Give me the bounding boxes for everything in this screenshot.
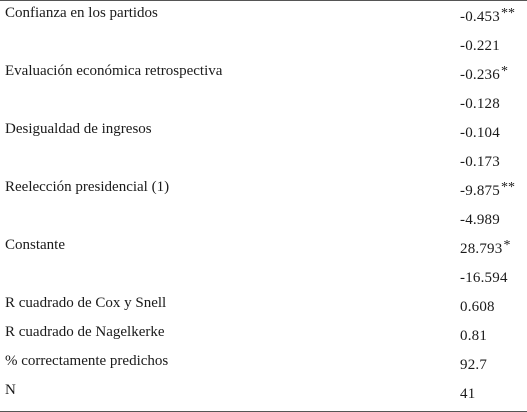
coefficient-value: -0.236* <box>460 64 508 83</box>
standard-error-value: -16.594 <box>460 270 508 286</box>
significance-stars: ** <box>500 6 515 21</box>
table-row: -0.221 <box>0 30 527 59</box>
table-row: -4.989 <box>0 204 527 233</box>
row-label: Confianza en los partidos <box>5 5 158 21</box>
row-label: Desigualdad de ingresos <box>5 121 152 137</box>
statistic-value: 0.608 <box>460 299 495 315</box>
significance-stars: ** <box>500 180 515 195</box>
row-label: R cuadrado de Cox y Snell <box>5 295 167 311</box>
significance-stars: * <box>500 64 508 79</box>
statistic-value: 92.7 <box>460 357 488 373</box>
table-row: Constante 28.793* <box>0 233 527 262</box>
table-row: -0.173 <box>0 146 527 175</box>
table-row: Evaluación económica retrospectiva -0.23… <box>0 59 527 88</box>
row-label: Constante <box>5 237 65 253</box>
row-label: % correctamente predichos <box>5 353 169 369</box>
table-row: R cuadrado de Nagelkerke 0.81 <box>0 320 527 349</box>
row-label: Reelección presidencial (1) <box>5 179 170 195</box>
table-row: Confianza en los partidos -0.453** <box>0 1 527 30</box>
standard-error-value: -4.989 <box>460 212 500 228</box>
coefficient-value: -9.875** <box>460 180 515 199</box>
standard-error-value: -0.128 <box>460 96 500 112</box>
statistic-value: 41 <box>460 386 476 402</box>
row-label: R cuadrado de Nagelkerke <box>5 324 165 340</box>
table-row: N 41 <box>0 378 527 408</box>
table-row: -0.128 <box>0 88 527 117</box>
row-label: N <box>5 382 16 398</box>
coefficient-value: -0.453** <box>460 6 515 25</box>
table-row: -16.594 <box>0 262 527 291</box>
standard-error-value: -0.221 <box>460 38 500 54</box>
standard-error-value: -0.173 <box>460 154 500 170</box>
table-row: Reelección presidencial (1) -9.875** <box>0 175 527 204</box>
statistic-value: 0.81 <box>460 328 488 344</box>
table-row: % correctamente predichos 92.7 <box>0 349 527 378</box>
table-row: R cuadrado de Cox y Snell 0.608 <box>0 291 527 320</box>
coefficient-value: 28.793* <box>460 238 511 257</box>
significance-stars: * <box>503 238 511 253</box>
coefficient-value: -0.104 <box>460 125 500 141</box>
table-row: Desigualdad de ingresos -0.104 <box>0 117 527 146</box>
row-label: Evaluación económica retrospectiva <box>5 63 223 79</box>
